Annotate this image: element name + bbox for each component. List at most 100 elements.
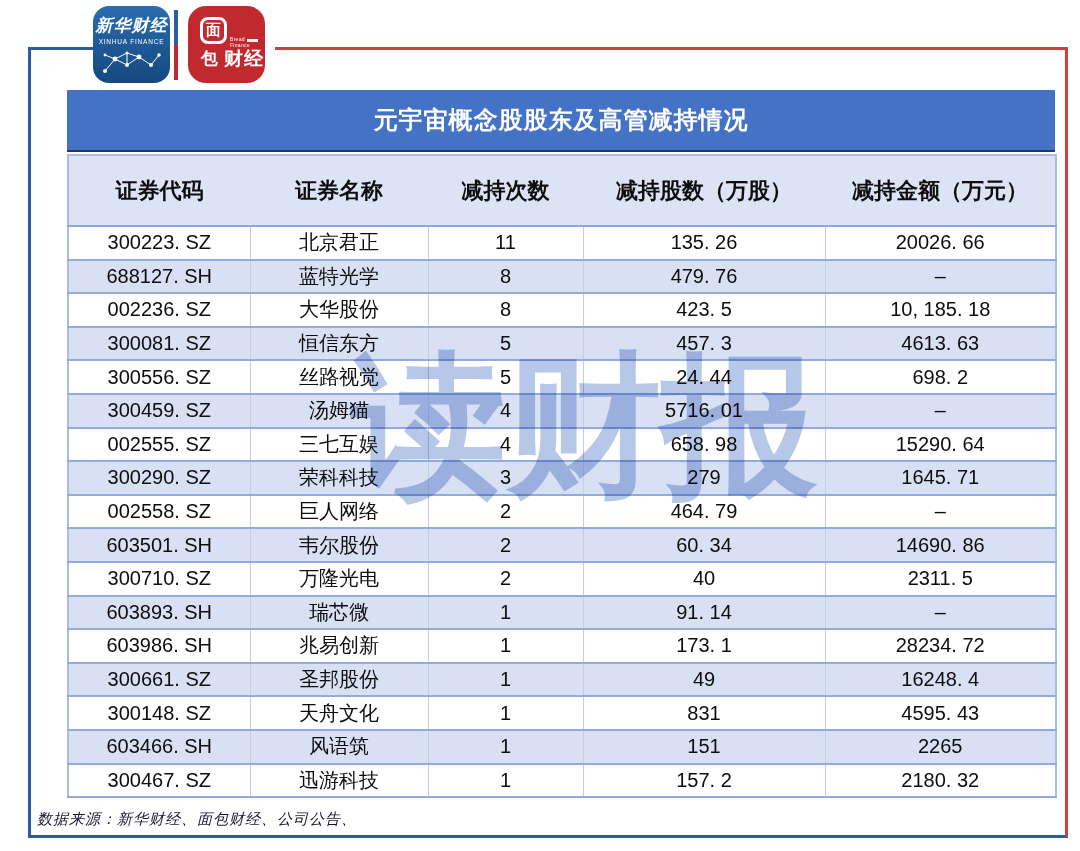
cell-security-code: 603501. SH [68,528,250,562]
cell-reduction-times: 2 [428,562,583,596]
cell-reduced-amount: 1645. 71 [825,461,1056,495]
cell-reduction-times: 5 [428,327,583,361]
cell-security-name: 万隆光电 [250,562,428,596]
cell-reduced-shares: 457. 3 [583,327,825,361]
cell-reduced-shares: 40 [583,562,825,596]
cell-reduction-times: 3 [428,461,583,495]
cell-security-name: 迅游科技 [250,764,428,798]
cell-reduced-shares: 658. 98 [583,428,825,462]
column-header-name: 证券名称 [250,155,428,226]
xinhua-logo-english-text: XINHUA FINANCE [93,38,170,45]
cell-security-code: 002558. SZ [68,495,250,529]
cell-reduction-times: 8 [428,260,583,294]
cell-reduced-amount: 4613. 63 [825,327,1056,361]
cell-reduced-amount: 15290. 64 [825,428,1056,462]
cell-security-name: 韦尔股份 [250,528,428,562]
column-header-times: 减持次数 [428,155,583,226]
table-header-row: 证券代码 证券名称 减持次数 减持股数（万股） 减持金额（万元） [68,155,1056,226]
cell-security-code: 300710. SZ [68,562,250,596]
data-source-note: 数据来源：新华财经、面包财经、公司公告、 [37,810,357,829]
cell-reduced-amount: 2180. 32 [825,764,1056,798]
table-row: 300661. SZ圣邦股份14916248. 4 [68,663,1056,697]
cell-reduced-amount: 10, 185. 18 [825,293,1056,327]
cell-security-code: 300459. SZ [68,394,250,428]
cell-security-code: 603466. SH [68,730,250,764]
cell-reduction-times: 2 [428,528,583,562]
cell-reduced-amount: – [825,260,1056,294]
cell-security-code: 603893. SH [68,596,250,630]
table-row: 603466. SH风语筑11512265 [68,730,1056,764]
table-row: 002555. SZ三七互娱4658. 9815290. 64 [68,428,1056,462]
cell-security-code: 603986. SH [68,629,250,663]
cell-security-name: 大华股份 [250,293,428,327]
cell-security-name: 瑞芯微 [250,596,428,630]
cell-security-name: 天舟文化 [250,696,428,730]
table-row: 300556. SZ丝路视觉524. 44698. 2 [68,360,1056,394]
table-row: 300081. SZ恒信东方5457. 34613. 63 [68,327,1056,361]
cell-security-name: 荣科科技 [250,461,428,495]
column-header-shares: 减持股数（万股） [583,155,825,226]
table-row: 300223. SZ北京君正11135. 2620026. 66 [68,226,1056,260]
cell-reduced-amount: 2265 [825,730,1056,764]
cell-reduction-times: 1 [428,730,583,764]
cell-security-name: 巨人网络 [250,495,428,529]
cell-security-code: 002555. SZ [68,428,250,462]
column-header-amount: 减持金额（万元） [825,155,1056,226]
cell-security-code: 300290. SZ [68,461,250,495]
table-row: 300459. SZ汤姆猫45716. 01– [68,394,1056,428]
cell-reduction-times: 4 [428,428,583,462]
cell-reduced-shares: 24. 44 [583,360,825,394]
cell-reduction-times: 11 [428,226,583,260]
table-row: 002236. SZ大华股份8423. 510, 185. 18 [68,293,1056,327]
cell-reduced-amount: 20026. 66 [825,226,1056,260]
cell-reduced-shares: 279 [583,461,825,495]
cell-security-name: 圣邦股份 [250,663,428,697]
table-row: 300148. SZ天舟文化18314595. 43 [68,696,1056,730]
table-row: 603893. SH瑞芯微191. 14– [68,596,1056,630]
cell-reduction-times: 1 [428,596,583,630]
column-header-code: 证券代码 [68,155,250,226]
cell-security-name: 丝路视觉 [250,360,428,394]
table-row: 603501. SH韦尔股份260. 3414690. 86 [68,528,1056,562]
cell-security-code: 300223. SZ [68,226,250,260]
cell-reduced-amount: 4595. 43 [825,696,1056,730]
cell-security-name: 兆易创新 [250,629,428,663]
frame-top-border-red [275,47,1065,50]
cell-security-name: 三七互娱 [250,428,428,462]
cell-security-name: 蓝特光学 [250,260,428,294]
cell-reduced-shares: 49 [583,663,825,697]
cell-security-code: 300148. SZ [68,696,250,730]
table-row: 603986. SH兆易创新1173. 128234. 72 [68,629,1056,663]
cell-reduced-amount: 28234. 72 [825,629,1056,663]
cell-security-name: 风语筑 [250,730,428,764]
cell-security-code: 688127. SH [68,260,250,294]
cell-reduced-amount: – [825,596,1056,630]
cell-reduced-shares: 464. 79 [583,495,825,529]
cell-reduced-shares: 5716. 01 [583,394,825,428]
cell-security-code: 300081. SZ [68,327,250,361]
cell-reduction-times: 1 [428,663,583,697]
cell-reduced-shares: 151 [583,730,825,764]
xinhua-logo-chinese-text: 新华财经 [93,14,170,37]
cell-security-name: 北京君正 [250,226,428,260]
holdings-table: 证券代码 证券名称 减持次数 减持股数（万股） 减持金额（万元） 300223.… [67,154,1057,798]
table-row: 002558. SZ巨人网络2464. 79– [68,495,1056,529]
cell-reduced-amount: 14690. 86 [825,528,1056,562]
table-row: 300710. SZ万隆光电2402311. 5 [68,562,1056,596]
cell-security-name: 汤姆猫 [250,394,428,428]
cell-reduced-shares: 479. 76 [583,260,825,294]
cell-reduced-shares: 135. 26 [583,226,825,260]
bread-logo-mian-text: 面 [206,21,221,40]
frame-top-border-blue [31,47,93,50]
cell-reduction-times: 5 [428,360,583,394]
cell-reduction-times: 1 [428,629,583,663]
cell-reduction-times: 1 [428,696,583,730]
cell-reduced-shares: 157. 2 [583,764,825,798]
cell-reduction-times: 8 [428,293,583,327]
table-title-bar: 元宇宙概念股股东及高管减持情况 [67,90,1055,152]
infographic-frame: 元宇宙概念股股东及高管减持情况 证券代码 证券名称 减持次数 减持股数（万股） … [28,47,1068,838]
cell-reduction-times: 1 [428,764,583,798]
cell-reduced-amount: 698. 2 [825,360,1056,394]
table-row: 300290. SZ荣科科技32791645. 71 [68,461,1056,495]
cell-reduced-shares: 60. 34 [583,528,825,562]
